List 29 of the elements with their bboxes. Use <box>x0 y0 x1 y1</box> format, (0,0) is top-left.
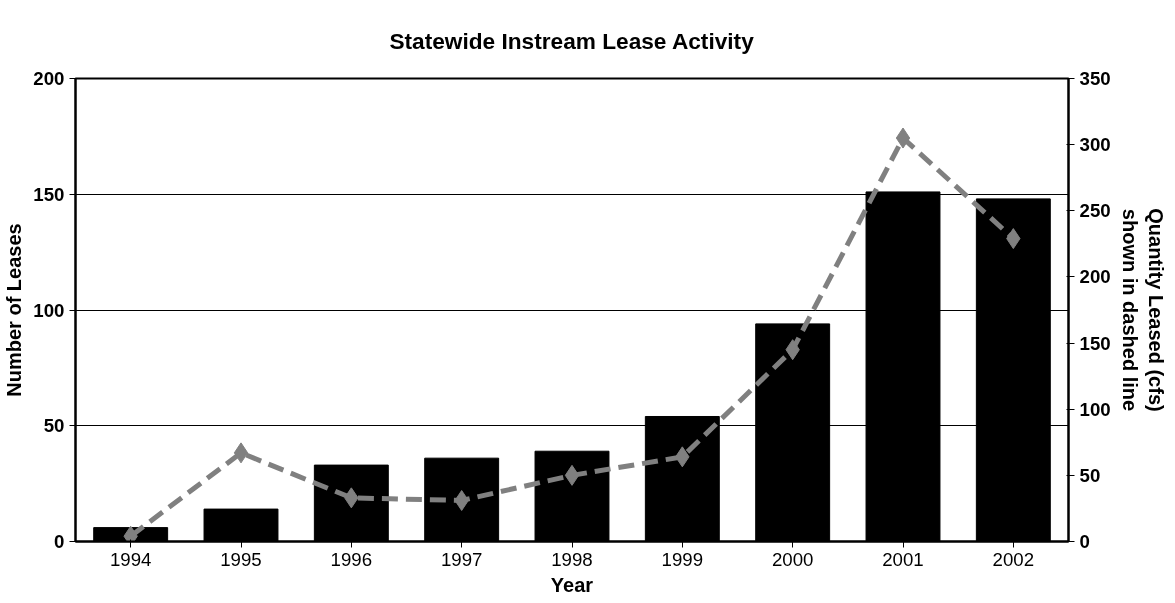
y2-tick-label: 250 <box>1079 200 1111 222</box>
x-tick-label: 1997 <box>440 548 483 570</box>
y-axis-title: Number of Leases <box>3 223 26 397</box>
y2-tick-label: 200 <box>1079 266 1111 288</box>
x-tick-label: 2002 <box>992 548 1035 570</box>
y2-tick-label: 300 <box>1079 134 1111 156</box>
y-tick-label: 50 <box>43 415 65 437</box>
y2-tick-label: 350 <box>1079 68 1111 89</box>
x-tick-label: 1995 <box>220 548 262 570</box>
x-tick-label: 1998 <box>551 548 593 570</box>
y2-axis-title: Quantity Leased (cfs) shown in dashed line <box>1118 208 1168 412</box>
x-tick-label: 2000 <box>771 548 814 570</box>
x-tick-label: 1996 <box>330 548 373 570</box>
chart-title: Statewide Instream Lease Activity <box>389 27 755 54</box>
y-tick-label: 100 <box>33 299 65 321</box>
y2-tick-label: 50 <box>1079 464 1101 486</box>
x-axis-title: Year <box>550 573 594 596</box>
y2-tick-label: 150 <box>1079 332 1111 354</box>
y-tick-label: 0 <box>54 531 65 552</box>
point <box>895 127 911 149</box>
y2-tick-label: 100 <box>1079 398 1111 420</box>
y-tick-label: 150 <box>33 183 65 205</box>
point <box>564 464 580 486</box>
x-tick-label: 2001 <box>882 548 924 570</box>
y-tick-label: 200 <box>33 68 65 89</box>
y2-tick-label: 0 <box>1079 531 1090 552</box>
x-tick-label: 1999 <box>661 548 704 570</box>
x-tick-label: 1994 <box>109 548 152 570</box>
point <box>233 442 249 464</box>
